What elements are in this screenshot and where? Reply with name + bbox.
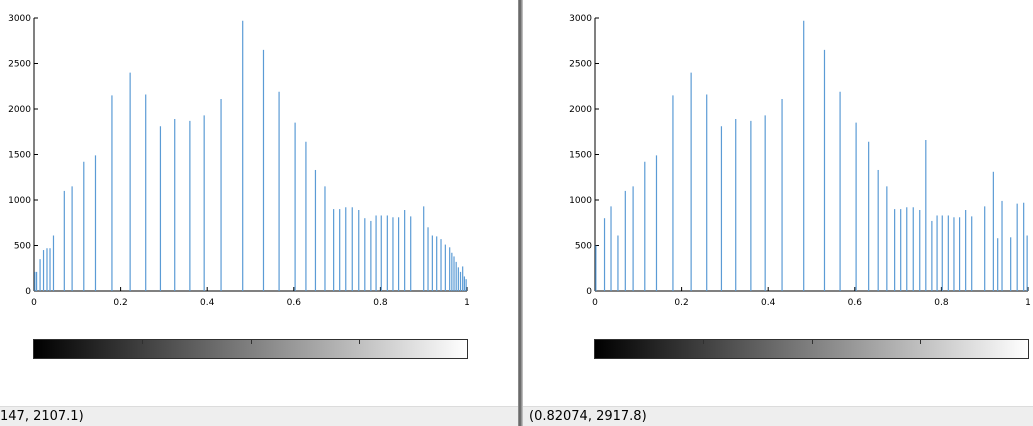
x-tick-label: 0.2 — [674, 298, 688, 308]
x-tick-label: 0 — [592, 298, 598, 308]
y-tick-label: 1000 — [569, 196, 592, 206]
x-tick-label: 1 — [464, 298, 470, 308]
y-tick-label: 2000 — [8, 105, 31, 115]
y-tick-label: 1500 — [8, 151, 31, 161]
grayscale-colorbar-right — [594, 339, 1029, 359]
colorbar-tick — [142, 340, 143, 344]
y-tick-label: 0 — [25, 287, 31, 297]
x-tick-label: 0.8 — [373, 298, 388, 308]
x-tick-label: 0 — [31, 298, 37, 308]
histogram-chart-left[interactable]: 0 500 1000 1500 2000 2500 3000 0 0.2 0.4 0.6 0.8 1 — [0, 0, 518, 320]
y-tick-label: 3000 — [8, 14, 31, 24]
y-tick-label: 2500 — [8, 60, 31, 70]
x-tick-label: 1 — [1025, 298, 1031, 308]
y-tick-label: 3000 — [569, 14, 592, 24]
colorbar-tick — [251, 340, 252, 344]
colorbar-tick — [920, 340, 921, 344]
grayscale-colorbar-left — [33, 339, 468, 359]
x-tick-label: 0.4 — [761, 298, 776, 308]
y-tick-label: 500 — [575, 242, 592, 252]
y-tick-label: 2500 — [569, 60, 592, 70]
y-tick-label: 1500 — [569, 151, 592, 161]
y-tick-label: 500 — [14, 242, 31, 252]
coordinate-readout-right: (0.82074, 2917.8) — [523, 406, 1033, 426]
x-tick-label: 0.4 — [200, 298, 215, 308]
x-tick-label: 0.8 — [934, 298, 949, 308]
histogram-chart-right[interactable]: 0 500 1000 1500 2000 2500 3000 0 0.2 0.4 0.6 0.8 1 — [523, 0, 1033, 320]
panel-splitter[interactable] — [518, 0, 523, 426]
colorbar-tick — [359, 340, 360, 344]
histogram-panel-right: 0 500 1000 1500 2000 2500 3000 0 0.2 0.4 0.6 0.8 1 (… — [523, 0, 1033, 426]
histogram-panel-left: 0 500 1000 1500 2000 2500 3000 0 0.2 0.4 0.6 0.8 1 1… — [0, 0, 518, 426]
y-tick-label: 0 — [586, 287, 592, 297]
y-tick-label: 1000 — [8, 196, 31, 206]
colorbar-tick — [703, 340, 704, 344]
colorbar-tick — [812, 340, 813, 344]
x-tick-label: 0.6 — [287, 298, 302, 308]
x-tick-label: 0.6 — [848, 298, 863, 308]
coordinate-readout-left: 147, 2107.1) — [0, 406, 518, 426]
x-tick-label: 0.2 — [113, 298, 127, 308]
y-tick-label: 2000 — [569, 105, 592, 115]
